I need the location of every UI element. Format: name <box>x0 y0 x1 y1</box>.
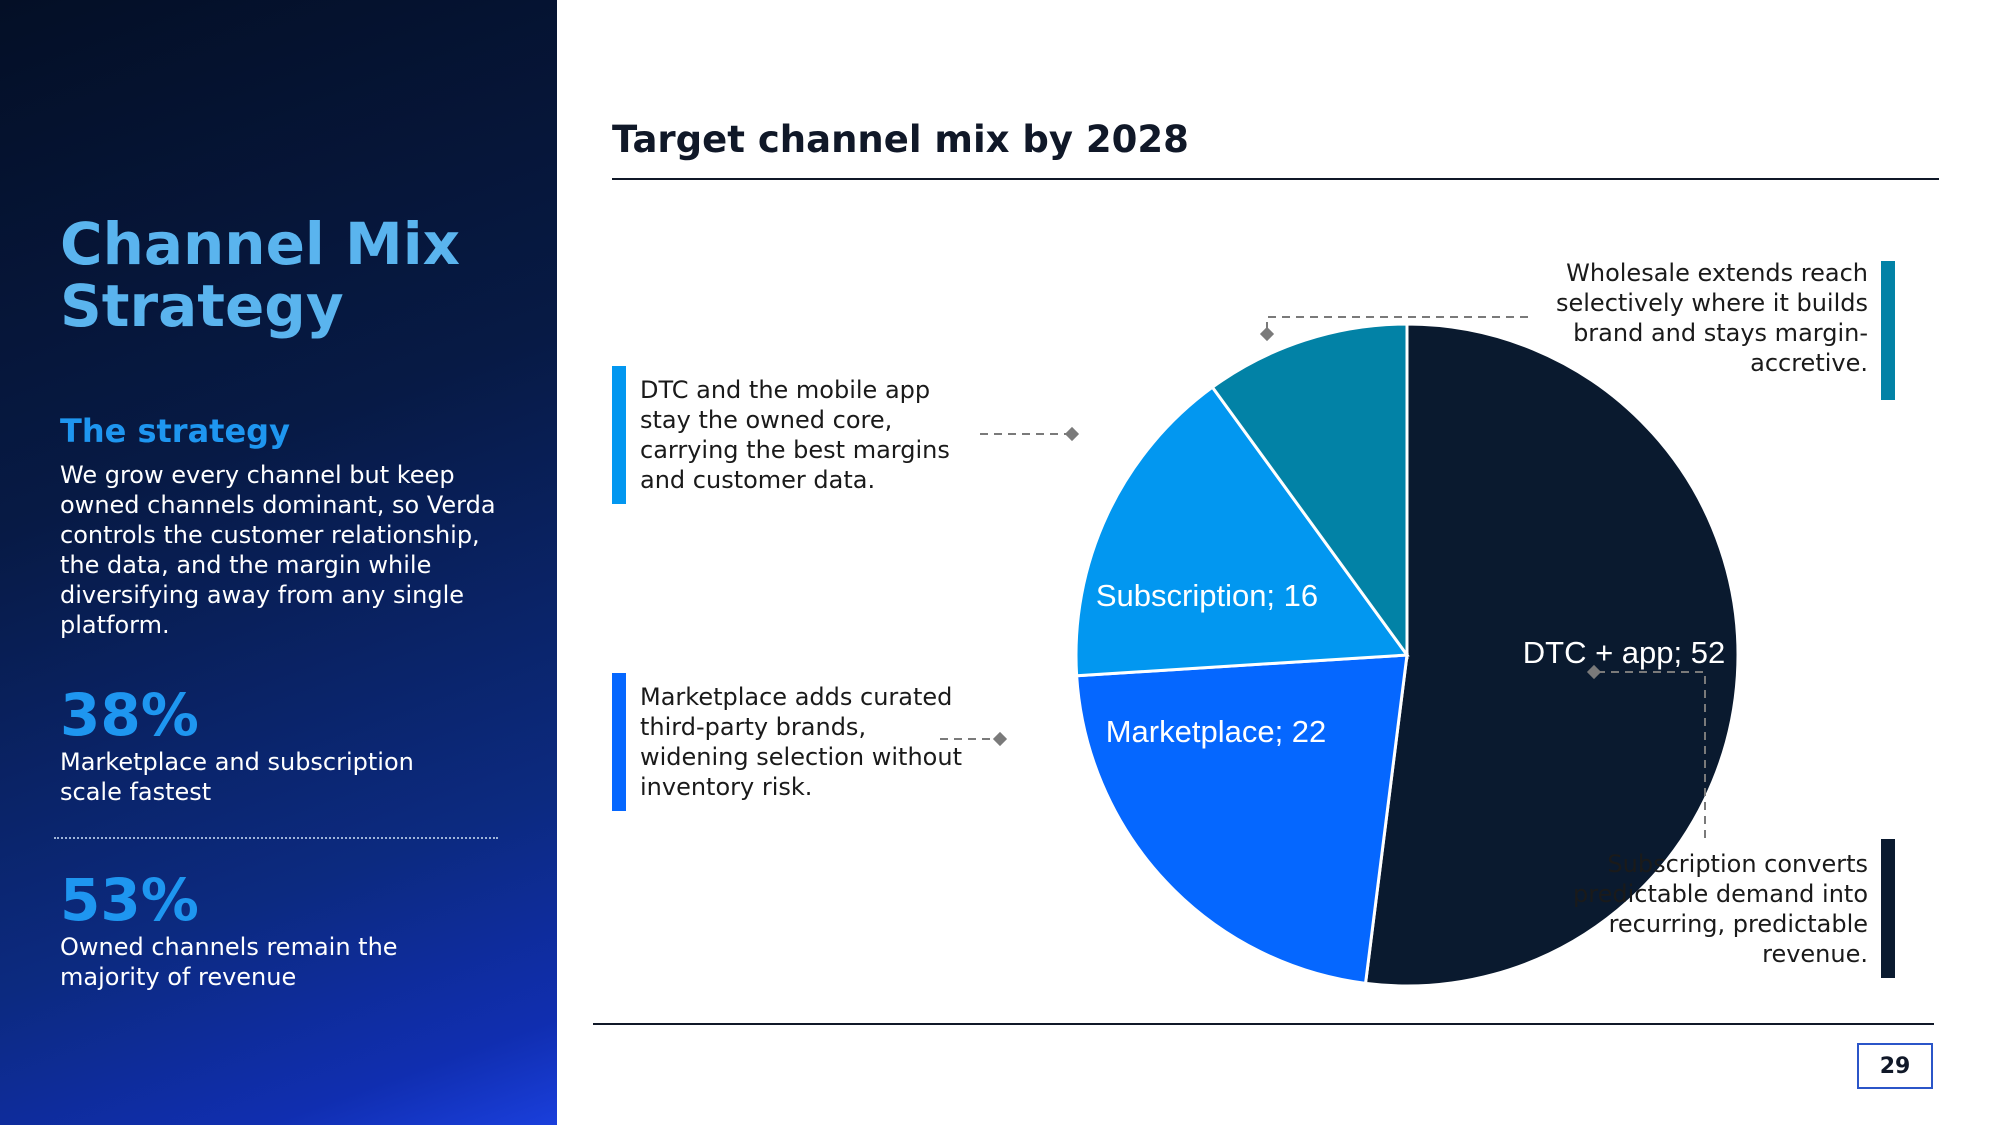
pie-slice-subscription <box>1074 385 1410 678</box>
marketplace-accent-bar <box>612 673 626 811</box>
page-number-text: 29 <box>1879 1053 1911 1079</box>
strategy-heading: The strategy <box>60 412 290 450</box>
subscription-callout: Subscription converts predictable demand… <box>1573 850 1868 968</box>
connector-markers <box>992 326 1602 747</box>
stat-value: 38% <box>60 681 199 749</box>
dtc-callout: DTC and the mobile app stay the owned co… <box>640 376 950 494</box>
pie-slice-label: Subscription; 16 <box>1096 578 1318 613</box>
slide-title: Channel Mix Strategy <box>60 210 460 340</box>
stat-divider <box>54 837 498 839</box>
title-divider <box>612 178 1939 180</box>
pie-slice-label: Marketplace; 22 <box>1106 714 1327 749</box>
stat-label: Marketplace and subscription scale faste… <box>60 748 414 806</box>
footer-divider <box>593 1023 1934 1025</box>
stat-value: 53% <box>60 866 199 934</box>
marketplace-marker <box>992 731 1008 747</box>
chart-title: Target channel mix by 2028 <box>612 118 1189 161</box>
dtc-accent-bar <box>612 366 626 504</box>
subscription-marker <box>1586 664 1602 680</box>
marketplace-callout: Marketplace adds curated third-party bra… <box>640 683 962 801</box>
strategy-body: We grow every channel but keep owned cha… <box>60 461 496 639</box>
pie-slice-marketplace <box>1075 653 1409 986</box>
pie-slice-label: DTC + app; 52 <box>1523 635 1725 670</box>
pie-slice-dtc-app <box>1363 322 1740 988</box>
pie-slices <box>1074 322 1740 988</box>
wholesale-callout: Wholesale extends reach selectively wher… <box>1555 259 1868 377</box>
page-number: 29 <box>1857 1043 1933 1089</box>
pie-slice-labels: DTC + app; 52 Marketplace; 22 Subscription… <box>1096 578 1725 749</box>
wholesale-marker <box>1259 326 1275 342</box>
sidebar-panel: Channel Mix Strategy The strategy We gro… <box>0 0 557 1125</box>
stat-label: Owned channels remain the majority of re… <box>60 933 398 991</box>
subscription-connector <box>1594 671 1706 838</box>
pie-slice-wholesale <box>1210 322 1409 660</box>
dtc-marker <box>1064 426 1080 442</box>
subscription-accent-bar <box>1881 839 1895 978</box>
wholesale-accent-bar <box>1881 261 1895 400</box>
